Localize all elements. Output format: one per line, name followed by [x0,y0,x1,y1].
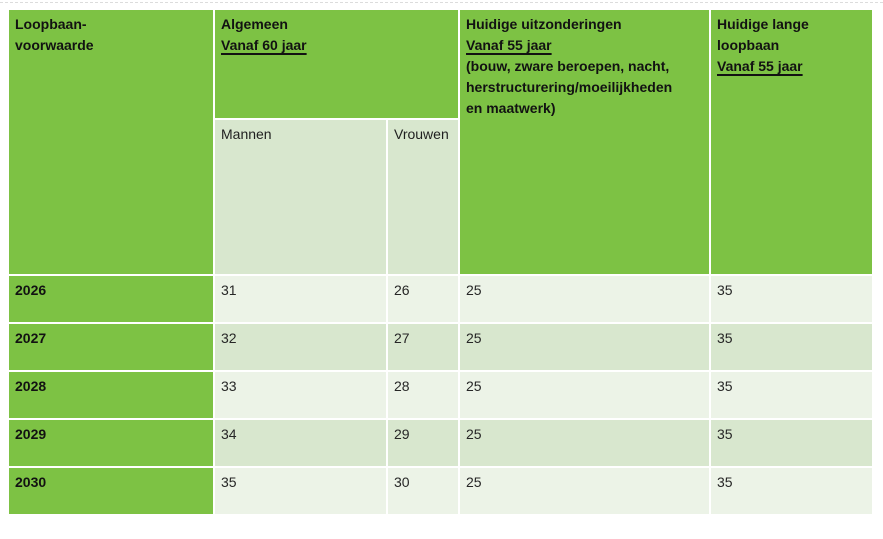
table-row-2029: 2029 34 29 25 35 [9,420,872,466]
header-loopbaanvoorwaarde: Loopbaan- voorwaarde [9,10,213,274]
header-huidige-lange-loopbaan: Huidige lange loopbaan Vanaf 55 jaar [711,10,872,274]
cell-uitzonderingen: 25 [460,324,709,370]
cell-mannen: 33 [215,372,386,418]
header-lange-loopbaan-subtitle: Vanaf 55 jaar [717,58,803,74]
header-lange-loopbaan-title: Huidige lange loopbaan [717,16,809,53]
cell-uitzonderingen: 25 [460,420,709,466]
subheader-mannen: Mannen [215,120,386,274]
slide-edge-guide [0,2,883,3]
cell-lange-loopbaan: 35 [711,372,872,418]
cell-mannen: 35 [215,468,386,514]
row-year-cell: 2028 [9,372,213,418]
header-row-sub: Mannen Vrouwen [9,120,872,274]
career-conditions-table: Loopbaan- voorwaarde Algemeen Vanaf 60 j… [7,8,874,516]
cell-vrouwen: 27 [388,324,458,370]
cell-uitzonderingen: 25 [460,468,709,514]
cell-lange-loopbaan: 35 [711,420,872,466]
row-year-cell: 2027 [9,324,213,370]
cell-lange-loopbaan: 35 [711,276,872,322]
table-row-2030: 2030 35 30 25 35 [9,468,872,514]
cell-vrouwen: 30 [388,468,458,514]
header-loopbaanvoorwaarde-title: Loopbaan- voorwaarde [15,16,94,53]
row-year-cell: 2026 [9,276,213,322]
cell-vrouwen: 29 [388,420,458,466]
header-algemeen-subtitle: Vanaf 60 jaar [221,37,307,53]
header-uitzonderingen-subtitle: Vanaf 55 jaar [466,37,552,53]
cell-vrouwen: 26 [388,276,458,322]
cell-lange-loopbaan: 35 [711,468,872,514]
header-row-top: Loopbaan- voorwaarde Algemeen Vanaf 60 j… [9,10,872,274]
cell-lange-loopbaan: 35 [711,324,872,370]
cell-mannen: 32 [215,324,386,370]
cell-mannen: 34 [215,420,386,466]
header-huidige-uitzonderingen: Huidige uitzonderingen Vanaf 55 jaar (bo… [460,10,709,274]
row-year-cell: 2030 [9,468,213,514]
table-row-2027: 2027 32 27 25 35 [9,324,872,370]
cell-uitzonderingen: 25 [460,372,709,418]
header-uitzonderingen-title: Huidige uitzonderingen [466,16,622,32]
table-row-2028: 2028 33 28 25 35 [9,372,872,418]
cell-uitzonderingen: 25 [460,276,709,322]
header-algemeen-title: Algemeen [221,16,288,32]
table-row-2026: 2026 31 26 25 35 [9,276,872,322]
subheader-vrouwen: Vrouwen [388,120,458,274]
header-algemeen: Algemeen Vanaf 60 jaar [215,10,458,118]
cell-mannen: 31 [215,276,386,322]
row-year-cell: 2029 [9,420,213,466]
header-uitzonderingen-note: (bouw, zware beroepen, nacht, herstructu… [466,58,673,116]
cell-vrouwen: 28 [388,372,458,418]
